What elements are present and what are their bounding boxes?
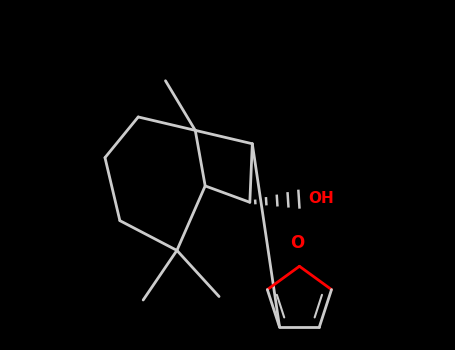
Text: O: O xyxy=(290,234,304,252)
Text: OH: OH xyxy=(308,191,334,206)
